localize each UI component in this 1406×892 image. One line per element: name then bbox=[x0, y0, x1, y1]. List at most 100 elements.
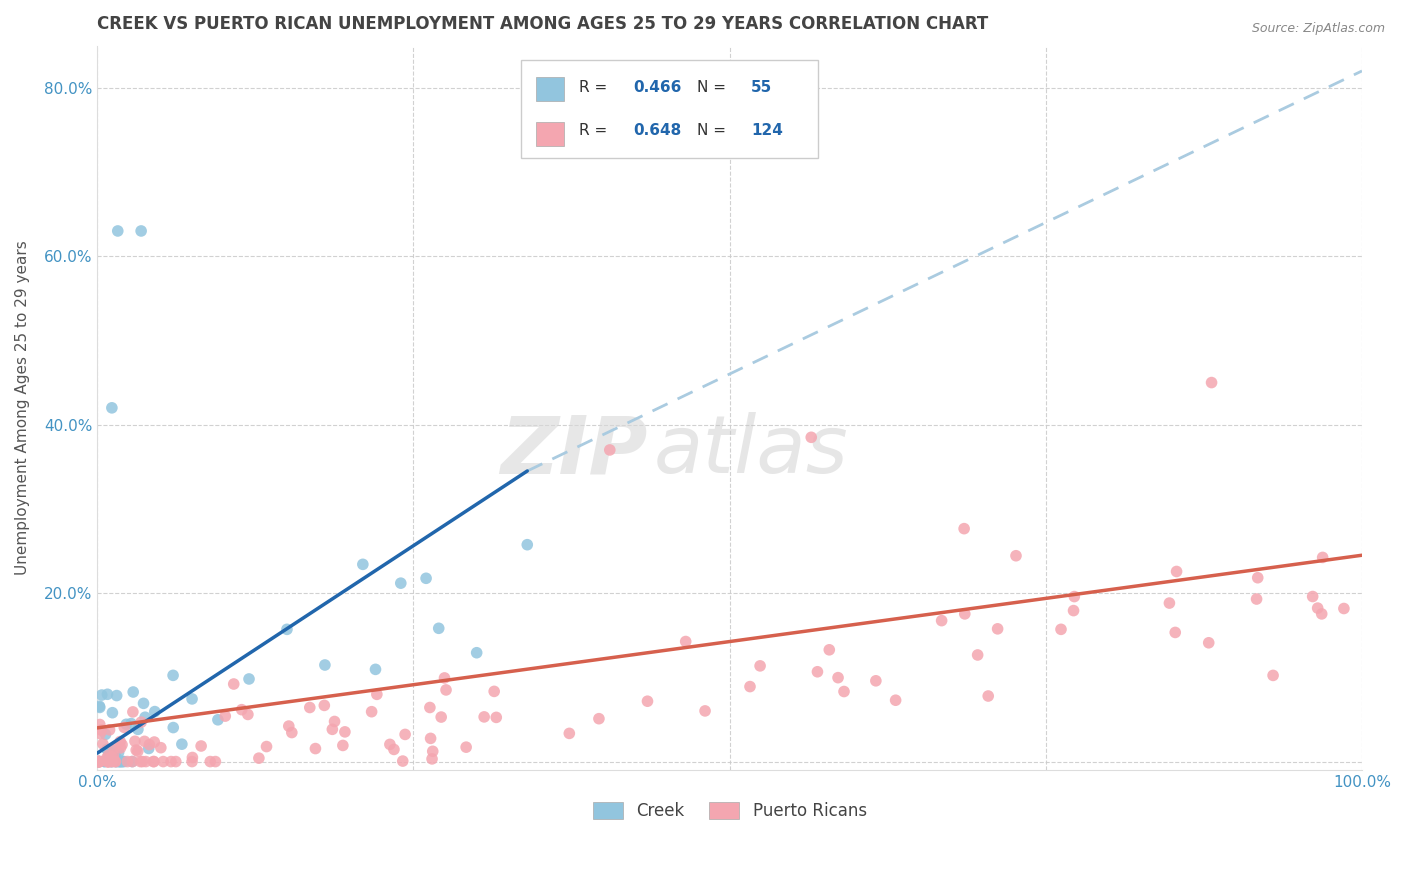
Point bbox=[93, 755, 115, 769]
Point bbox=[382, 742, 405, 756]
Point bbox=[231, 703, 253, 717]
Point bbox=[96, 751, 118, 765]
Point bbox=[389, 576, 412, 591]
Point bbox=[111, 738, 134, 752]
Point bbox=[181, 755, 204, 769]
Point bbox=[1312, 550, 1334, 565]
Text: N =: N = bbox=[697, 80, 731, 95]
Point bbox=[87, 755, 110, 769]
Point bbox=[693, 704, 716, 718]
Point bbox=[1063, 590, 1085, 604]
Point bbox=[94, 755, 117, 769]
Point bbox=[419, 731, 441, 746]
Point bbox=[378, 738, 401, 752]
Point bbox=[1261, 668, 1284, 682]
Point bbox=[110, 755, 132, 769]
Point bbox=[129, 715, 152, 730]
Point bbox=[1050, 623, 1073, 637]
Point bbox=[117, 755, 139, 769]
Point bbox=[1005, 549, 1028, 563]
Point bbox=[111, 755, 134, 769]
Point bbox=[108, 755, 131, 769]
Point bbox=[107, 746, 129, 760]
Point bbox=[120, 716, 142, 731]
Point bbox=[101, 749, 124, 764]
Point bbox=[108, 755, 131, 769]
Point bbox=[89, 755, 111, 769]
Point bbox=[87, 755, 110, 769]
Point bbox=[91, 737, 114, 751]
Point bbox=[314, 698, 336, 713]
Point bbox=[89, 699, 111, 714]
Point bbox=[987, 622, 1010, 636]
Text: 0.466: 0.466 bbox=[634, 80, 682, 95]
Point bbox=[1302, 590, 1324, 604]
Point bbox=[884, 693, 907, 707]
Point bbox=[485, 710, 508, 724]
Point bbox=[236, 707, 259, 722]
Point bbox=[101, 755, 124, 769]
Point bbox=[738, 680, 761, 694]
Point bbox=[89, 726, 111, 740]
Point bbox=[96, 742, 118, 756]
Y-axis label: Unemployment Among Ages 25 to 29 years: Unemployment Among Ages 25 to 29 years bbox=[15, 241, 30, 575]
Point bbox=[129, 224, 152, 238]
Point bbox=[101, 706, 124, 720]
Point bbox=[314, 658, 336, 673]
Point bbox=[422, 744, 444, 758]
FancyBboxPatch shape bbox=[536, 78, 564, 101]
Point bbox=[433, 671, 456, 685]
Point bbox=[105, 755, 128, 769]
Point bbox=[97, 755, 120, 769]
Point bbox=[516, 538, 538, 552]
Point bbox=[238, 672, 260, 686]
Point bbox=[953, 522, 976, 536]
Point bbox=[953, 607, 976, 621]
Point bbox=[108, 734, 131, 748]
Point bbox=[100, 755, 122, 769]
Point bbox=[420, 752, 443, 766]
Point bbox=[977, 689, 1000, 703]
Point bbox=[966, 648, 988, 662]
Point bbox=[138, 738, 160, 752]
Point bbox=[112, 720, 135, 734]
Point bbox=[97, 755, 120, 769]
Point bbox=[160, 755, 183, 769]
Point bbox=[111, 755, 134, 769]
Point bbox=[207, 713, 229, 727]
Point bbox=[97, 755, 120, 769]
Point bbox=[637, 694, 659, 708]
Text: CREEK VS PUERTO RICAN UNEMPLOYMENT AMONG AGES 25 TO 29 YEARS CORRELATION CHART: CREEK VS PUERTO RICAN UNEMPLOYMENT AMONG… bbox=[97, 15, 988, 33]
Point bbox=[125, 743, 148, 757]
Point bbox=[89, 700, 111, 714]
Point bbox=[472, 710, 495, 724]
Point bbox=[415, 571, 437, 585]
FancyBboxPatch shape bbox=[522, 60, 818, 158]
Point bbox=[1306, 601, 1329, 615]
Point bbox=[103, 748, 125, 763]
Point bbox=[162, 668, 184, 682]
Point bbox=[558, 726, 581, 740]
Point bbox=[143, 705, 166, 719]
Point bbox=[588, 712, 610, 726]
Point bbox=[124, 734, 146, 748]
Point bbox=[134, 734, 156, 748]
Point bbox=[98, 723, 121, 737]
Point bbox=[90, 688, 112, 702]
Point bbox=[104, 755, 127, 769]
Point bbox=[162, 721, 184, 735]
Point bbox=[87, 755, 110, 769]
Text: 124: 124 bbox=[751, 123, 783, 138]
Point bbox=[332, 739, 354, 753]
Point bbox=[419, 700, 441, 714]
Point bbox=[89, 717, 111, 731]
Point bbox=[112, 755, 135, 769]
Point bbox=[281, 725, 304, 739]
Text: atlas: atlas bbox=[654, 412, 848, 491]
Point bbox=[97, 755, 120, 769]
Point bbox=[800, 430, 823, 444]
Point bbox=[1310, 607, 1333, 621]
Point bbox=[101, 755, 124, 769]
Point bbox=[352, 558, 374, 572]
Point bbox=[105, 753, 128, 767]
